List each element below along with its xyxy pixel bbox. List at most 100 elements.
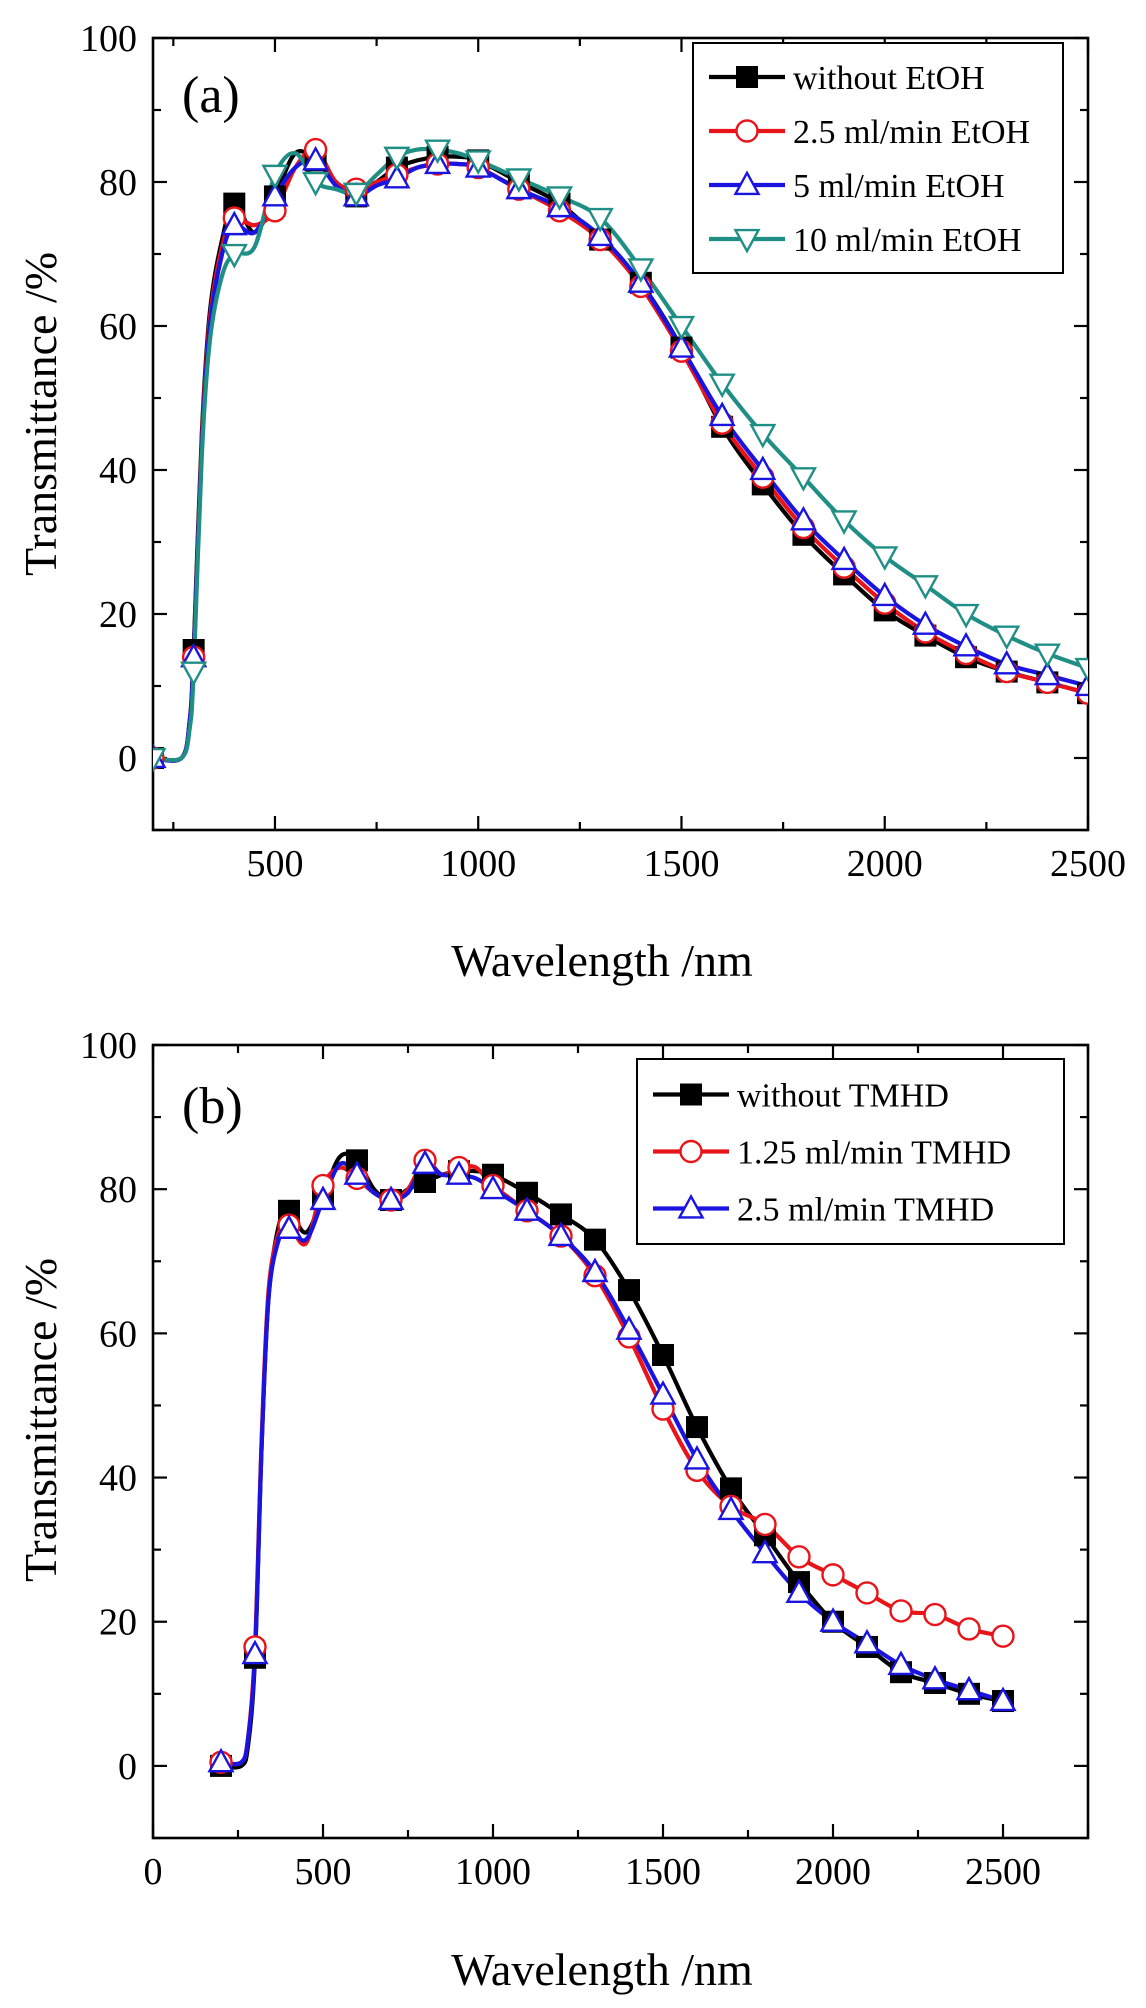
panel-a-chart: (a) Wavelength /nm Transmittance /% 500 1… bbox=[15, 18, 1126, 986]
panel-b-series-3-marker bbox=[207, 1747, 235, 1773]
panel-a-series-3-marker bbox=[302, 145, 330, 171]
panel-a-series-3-marker bbox=[830, 545, 858, 571]
panel-b-series-3-marker bbox=[445, 1160, 473, 1185]
panel-b-series-3-marker bbox=[955, 1675, 983, 1701]
panel-a-data-layer bbox=[153, 137, 1088, 773]
panel-a-legend-marker-3 bbox=[733, 170, 761, 196]
panel-b-series-1-marker bbox=[584, 1228, 606, 1251]
panel-a-series-3-marker bbox=[708, 401, 736, 427]
panel-a-series-3-marker bbox=[749, 455, 777, 481]
panel-a-series-4-marker bbox=[1033, 643, 1061, 669]
panel-a-series-4-marker bbox=[153, 747, 167, 773]
panel-b-plot-frame bbox=[151, 1043, 1090, 1840]
panel-b-series-3-marker bbox=[819, 1607, 847, 1632]
panel-b-series-3-marker bbox=[411, 1149, 439, 1175]
panel-a-series-3-marker bbox=[789, 505, 818, 531]
panel-a-series-4-marker bbox=[586, 207, 614, 233]
panel-b-series-3-marker bbox=[921, 1664, 949, 1690]
panel-a-y-tick-label: 80 bbox=[99, 162, 137, 204]
panel-b-series-1-marker bbox=[618, 1279, 640, 1302]
panel-b-x-axis-title: Wavelength /nm bbox=[451, 1944, 753, 1995]
panel-a-series-4-marker bbox=[261, 164, 289, 190]
panel-b-series-3-marker bbox=[479, 1174, 507, 1200]
panel-a-series-3-marker bbox=[952, 631, 980, 657]
panel-b-series-3-marker bbox=[513, 1196, 541, 1221]
panel-b-series-3-marker bbox=[887, 1650, 915, 1676]
panel-b-chart: (b) Wavelength /nm Transmittance /% 0 500… bbox=[15, 1025, 1090, 1995]
panel-a-legend-marker-1 bbox=[736, 66, 758, 88]
panel-b-x-tick-label: 2500 bbox=[965, 1851, 1041, 1893]
panel-b-series-3-marker bbox=[853, 1628, 881, 1654]
panel-a-series-4-marker bbox=[545, 186, 574, 211]
panel-a-series-4-marker bbox=[993, 625, 1021, 651]
panel-a-series-3-marker bbox=[586, 221, 614, 247]
panel-a-series-4-marker bbox=[505, 168, 533, 193]
panel-a-series-4-marker bbox=[667, 315, 696, 341]
panel-b-series-1-marker bbox=[414, 1170, 436, 1193]
panel-b-legend-marker-2 bbox=[679, 1139, 703, 1164]
panel-b-x-tick-label: 500 bbox=[295, 1851, 352, 1893]
panel-b-series-1-marker bbox=[686, 1416, 708, 1439]
panel-b-x-tick-label: 0 bbox=[144, 1851, 163, 1893]
panel-a-series-4-marker bbox=[302, 171, 330, 197]
panel-b-series-3-marker bbox=[649, 1380, 677, 1405]
panel-a-y-tick-label: 60 bbox=[99, 306, 137, 348]
panel-b-series-3-marker bbox=[989, 1686, 1017, 1712]
panel-a-series-3-marker bbox=[383, 163, 411, 189]
panel-a-series-4-marker bbox=[871, 546, 899, 571]
panel-a-legend-marker-4 bbox=[733, 228, 761, 254]
panel-a-series-3-marker bbox=[1074, 671, 1088, 697]
panel-b-series-3-marker bbox=[377, 1185, 405, 1211]
panel-a-series-4-marker bbox=[180, 661, 208, 687]
panel-b-series-3-marker bbox=[309, 1185, 337, 1211]
panel-a-y-tick-label: 100 bbox=[80, 18, 137, 60]
panel-a-legend-label-1: without EtOH bbox=[793, 60, 985, 97]
panel-b-series-1-marker bbox=[652, 1343, 674, 1366]
panel-a-y-tick-label: 40 bbox=[99, 450, 137, 492]
panel-a-series-3-marker bbox=[911, 610, 939, 635]
panel-a-legend-label-3: 5 ml/min EtOH bbox=[793, 168, 1005, 205]
panel-a-series-4-marker bbox=[220, 243, 248, 269]
panel-b-y-tick-label: 60 bbox=[99, 1313, 137, 1355]
panel-b-series-3-marker bbox=[547, 1221, 575, 1247]
panel-b-x-tick-label: 2000 bbox=[795, 1851, 871, 1893]
panel-b-series-3-marker bbox=[751, 1538, 779, 1564]
panel-a-series-3-marker bbox=[261, 181, 289, 207]
panel-b-x-tick-label: 1000 bbox=[455, 1851, 531, 1893]
panel-a-series-4-marker bbox=[749, 423, 777, 449]
panel-a-x-tick-label: 1000 bbox=[440, 843, 516, 885]
panel-a-y-tick-label: 20 bbox=[99, 594, 137, 636]
panel-a-series-3-marker bbox=[993, 649, 1021, 675]
panel-b-label: (b) bbox=[182, 1078, 243, 1135]
panel-b-y-tick-label: 40 bbox=[99, 1458, 137, 1500]
panel-a-label: (a) bbox=[182, 67, 240, 124]
panel-b-series-3-marker bbox=[275, 1214, 303, 1239]
panel-a-series-4-marker bbox=[789, 467, 818, 492]
panel-b-series-2-marker bbox=[753, 1512, 777, 1537]
panel-b-legend-label-1: without TMHD bbox=[737, 1078, 949, 1115]
panel-b-y-tick-label: 20 bbox=[99, 1602, 137, 1644]
panel-a-series-3-marker bbox=[1033, 660, 1061, 686]
panel-b-series-3-marker bbox=[581, 1257, 609, 1283]
panel-a-series-3-marker bbox=[871, 581, 899, 607]
panel-b-legend-label-3: 2.5 ml/min TMHD bbox=[737, 1192, 994, 1229]
panel-a-series-4-marker bbox=[1074, 657, 1088, 683]
panel-a-series-4-marker bbox=[708, 373, 736, 399]
panel-b-series-3-marker bbox=[717, 1495, 745, 1521]
panel-b-data-layer bbox=[207, 1148, 1017, 1777]
panel-a-x-tick-label: 1500 bbox=[643, 843, 719, 885]
panel-b-series-3-marker bbox=[785, 1578, 813, 1604]
panel-b-series-2-marker bbox=[889, 1599, 913, 1623]
panel-b-series-2-marker bbox=[991, 1624, 1015, 1648]
panel-b-legend-marker-1 bbox=[680, 1083, 702, 1106]
panel-b-legend-marker-3 bbox=[677, 1193, 705, 1219]
panel-a-legend-label-4: 10 ml/min EtOH bbox=[793, 222, 1022, 259]
panel-b-y-axis-title: Transmittance /% bbox=[15, 1258, 66, 1582]
panel-b-series-3-marker bbox=[241, 1639, 269, 1665]
panel-b-series-2-marker bbox=[957, 1617, 981, 1641]
panel-a-series-4-marker bbox=[952, 603, 980, 629]
panel-a-series-4-marker bbox=[911, 575, 939, 600]
panel-a-series-4-marker bbox=[830, 510, 858, 535]
panel-b-legend-label-2: 1.25 ml/min TMHD bbox=[737, 1135, 1011, 1172]
